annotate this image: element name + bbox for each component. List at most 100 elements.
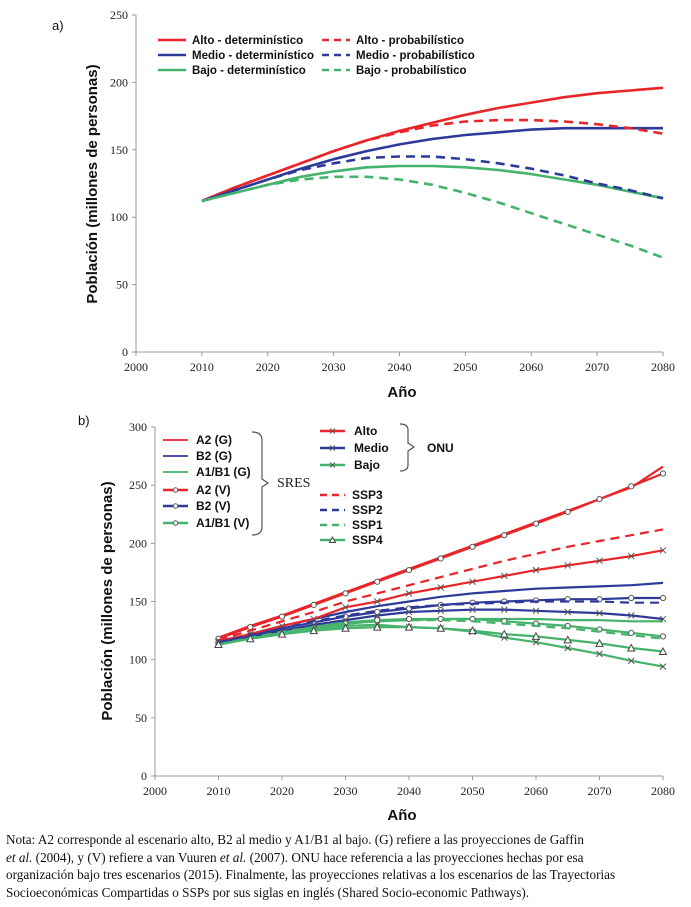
data-point-triangle [245, 634, 255, 643]
data-point-triangle [626, 643, 636, 652]
y-tick-label: 150 [129, 595, 147, 609]
x-tick-label: 2050 [461, 784, 485, 798]
data-point-triangle [468, 626, 477, 635]
chart-b-ylabel: Población (millones de personas) [99, 481, 116, 720]
data-point-triangle [595, 638, 604, 647]
y-tick-label: 300 [129, 420, 147, 434]
chart-a-series [201, 86, 664, 259]
chart-b-series [214, 465, 668, 671]
legend-group-sres: SRES [277, 476, 310, 491]
data-point-x [627, 612, 635, 619]
data-point-x [532, 607, 540, 615]
legend-marker-circle [172, 487, 179, 493]
data-point-x [437, 607, 445, 615]
data-point-circle [659, 594, 667, 602]
legend-label: A1/B1 (V) [196, 516, 249, 530]
data-point-circle [342, 590, 349, 597]
note-etal-2: et al. [219, 849, 247, 865]
data-point-x [627, 552, 635, 560]
data-point-triangle [404, 622, 414, 631]
legend-group-onu: ONU [427, 441, 454, 455]
data-point-x [659, 615, 667, 623]
data-point-triangle [563, 635, 573, 644]
data-point-triangle [341, 623, 350, 632]
data-point-x [373, 612, 381, 619]
chart-b-legend: A2 (G) B2 (G) A1/B1 (G) A2 (V) B2 (V) A1/B1 (… [163, 423, 454, 547]
series-line-ssp3 [218, 528, 664, 641]
x-tick-label: 2030 [322, 360, 346, 374]
legend-marker-x [329, 462, 336, 468]
y-tick-label: 0 [141, 769, 147, 783]
data-point-circle [247, 623, 254, 631]
y-tick-label: 100 [110, 210, 128, 224]
note-line-2-end: (2007). ONU hace referencia a las proyec… [246, 849, 584, 865]
y-tick-label: 200 [110, 75, 128, 89]
series-line-medio-determin-stico [201, 126, 663, 203]
legend-label: Bajo - probabilístico [356, 65, 467, 77]
x-tick-label: 2010 [207, 784, 231, 798]
y-tick-label: 50 [116, 278, 128, 292]
data-point-x [437, 584, 445, 591]
data-point-circle [532, 520, 540, 527]
data-point-x [596, 557, 603, 565]
legend-marker-circle [172, 520, 179, 526]
legend-marker-x [329, 428, 336, 434]
data-point-x [500, 606, 508, 613]
data-point-triangle [658, 646, 668, 656]
series-line-ssp2 [218, 600, 663, 644]
panel-label-b: b) [78, 413, 90, 428]
data-point-triangle [531, 631, 541, 640]
y-tick-label: 250 [110, 8, 128, 22]
data-point-circle [628, 483, 635, 490]
legend-label: Bajo - determinístico [192, 65, 306, 77]
data-point-circle [405, 566, 413, 574]
legend-label: Medio - determinístico [192, 50, 314, 62]
data-point-x [500, 572, 508, 580]
series-line-medio-probabil-stico [201, 155, 664, 203]
x-tick-label: 2080 [651, 784, 675, 798]
note-line-2-mid: (2004), y (V) refiere a van Vuuren [32, 849, 220, 865]
x-tick-label: 2060 [524, 784, 548, 798]
data-point-x [469, 606, 476, 613]
x-tick-label: 2000 [143, 784, 167, 798]
data-point-circle [501, 532, 508, 539]
chart-b: b) 0 50 100 150 200 250 300 2000 2010 2020 2030 204… [78, 413, 675, 824]
legend-label: Medio [354, 441, 389, 455]
legend-marker-x [329, 445, 336, 451]
series-line-alto-probabil-stico [201, 118, 664, 203]
chart-b-xlabel: Año [387, 807, 416, 824]
data-point-x [596, 609, 603, 617]
x-tick-label: 2070 [588, 784, 612, 798]
legend-label: SSP1 [352, 518, 383, 532]
data-point-x [373, 598, 381, 605]
legend-label: Alto - probabilístico [356, 35, 464, 47]
y-tick-label: 100 [129, 653, 147, 667]
x-tick-label: 2020 [256, 360, 280, 374]
data-point-x [564, 608, 572, 616]
data-point-x [469, 578, 476, 586]
legend-label: B2 (V) [196, 499, 231, 513]
data-point-circle [469, 543, 476, 550]
legend-brace-onu [399, 423, 416, 472]
figure-note: Nota: A2 corresponde al escenario alto, … [6, 831, 691, 901]
y-tick-label: 150 [110, 143, 128, 157]
legend-label: Alto - determinístico [192, 35, 303, 47]
x-tick-label: 2010 [190, 360, 214, 374]
data-point-x [564, 562, 572, 569]
series-line-bajo-probabil-stico [201, 175, 664, 259]
chart-b-axes: 0 50 100 150 200 250 300 2000 2010 2020 2030 2040 20… [129, 420, 675, 798]
note-line-2: et al. (2004), y (V) refiere a van Vuure… [6, 849, 691, 867]
x-tick-label: 2020 [270, 784, 294, 798]
note-line-4: Socioeconómicas Compartidas o SSPs por s… [6, 884, 530, 900]
data-point-x [405, 590, 413, 597]
data-point-circle [310, 601, 317, 609]
data-point-triangle [372, 622, 382, 631]
legend-label: A1/B1 (G) [196, 465, 251, 479]
legend-label: SSP4 [352, 533, 383, 547]
x-tick-label: 2040 [388, 360, 412, 374]
x-tick-label: 2040 [397, 784, 421, 798]
data-point-circle [628, 594, 635, 602]
data-point-circle [659, 470, 667, 477]
legend-label: SSP2 [352, 503, 383, 517]
note-line-3: organización bajo tres escenarios (2015)… [6, 867, 616, 882]
